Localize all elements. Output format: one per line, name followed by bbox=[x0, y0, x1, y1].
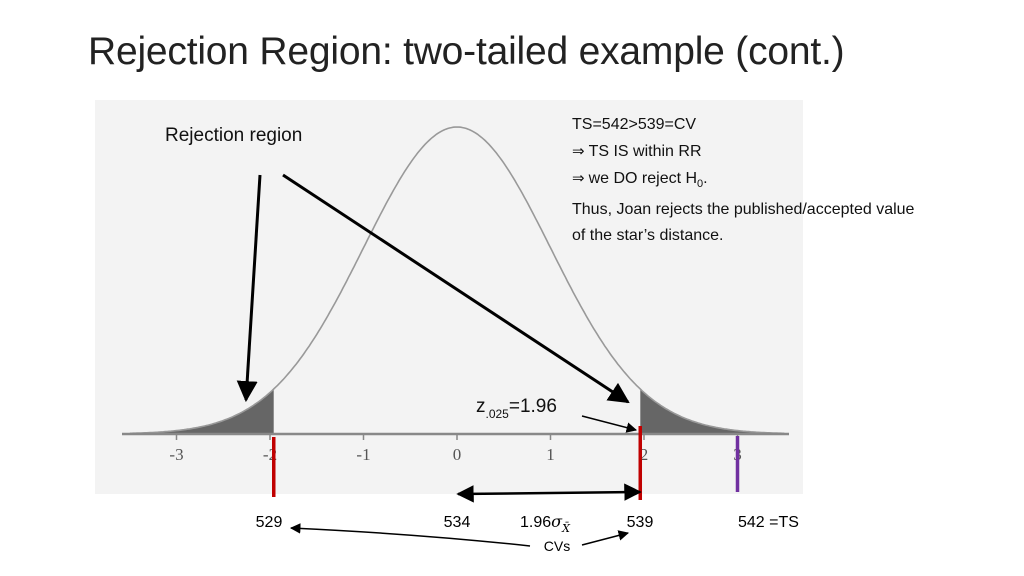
x-tick-label: 0 bbox=[453, 445, 462, 464]
x-tick-label: -1 bbox=[356, 445, 370, 464]
reject-h0: ⇒ we DO reject H0. bbox=[572, 169, 708, 191]
ts-within-rr: ⇒ TS IS within RR bbox=[572, 142, 702, 160]
slide-title: Rejection Region: two-tailed example (co… bbox=[88, 30, 845, 73]
test-statistic-note: TS=542>539=CV ⇒ TS IS within RR ⇒ we DO re… bbox=[572, 112, 914, 249]
arrow-to-left-tail bbox=[236, 174, 262, 403]
implies-icon: ⇒ bbox=[572, 169, 585, 187]
left-rejection-tail bbox=[129, 389, 274, 434]
label-534: 534 bbox=[444, 514, 471, 531]
normal-curve bbox=[129, 126, 785, 435]
ts-comparison: TS=542>539=CV bbox=[572, 116, 697, 133]
conclusion-line-1: Thus, Joan rejects the published/accepte… bbox=[572, 201, 915, 219]
cvs-label: CVs bbox=[544, 538, 570, 554]
x-tick-label: 1 bbox=[546, 445, 555, 464]
z-critical-label: z.025=1.96 bbox=[476, 396, 557, 421]
right-rejection-tail bbox=[640, 389, 785, 434]
implies-icon: ⇒ bbox=[572, 142, 585, 160]
arrow-to-right-tail bbox=[282, 173, 630, 404]
rejection-region-label: Rejection region bbox=[165, 125, 302, 146]
conclusion-line-2: of the star’s distance. bbox=[572, 227, 724, 245]
cvs-arrow-left bbox=[289, 523, 531, 547]
label-542-ts: 542 =TS bbox=[738, 514, 799, 531]
z-label-arrow bbox=[581, 415, 638, 433]
label-539: 539 bbox=[627, 514, 654, 531]
x-tick-label: -3 bbox=[169, 445, 183, 464]
label-529: 529 bbox=[256, 514, 283, 531]
x-tick-label: 2 bbox=[640, 445, 649, 464]
margin-double-arrow bbox=[456, 483, 642, 503]
margin-label: 1.96σX̄ bbox=[520, 512, 571, 535]
cvs-arrow-right bbox=[581, 530, 630, 546]
